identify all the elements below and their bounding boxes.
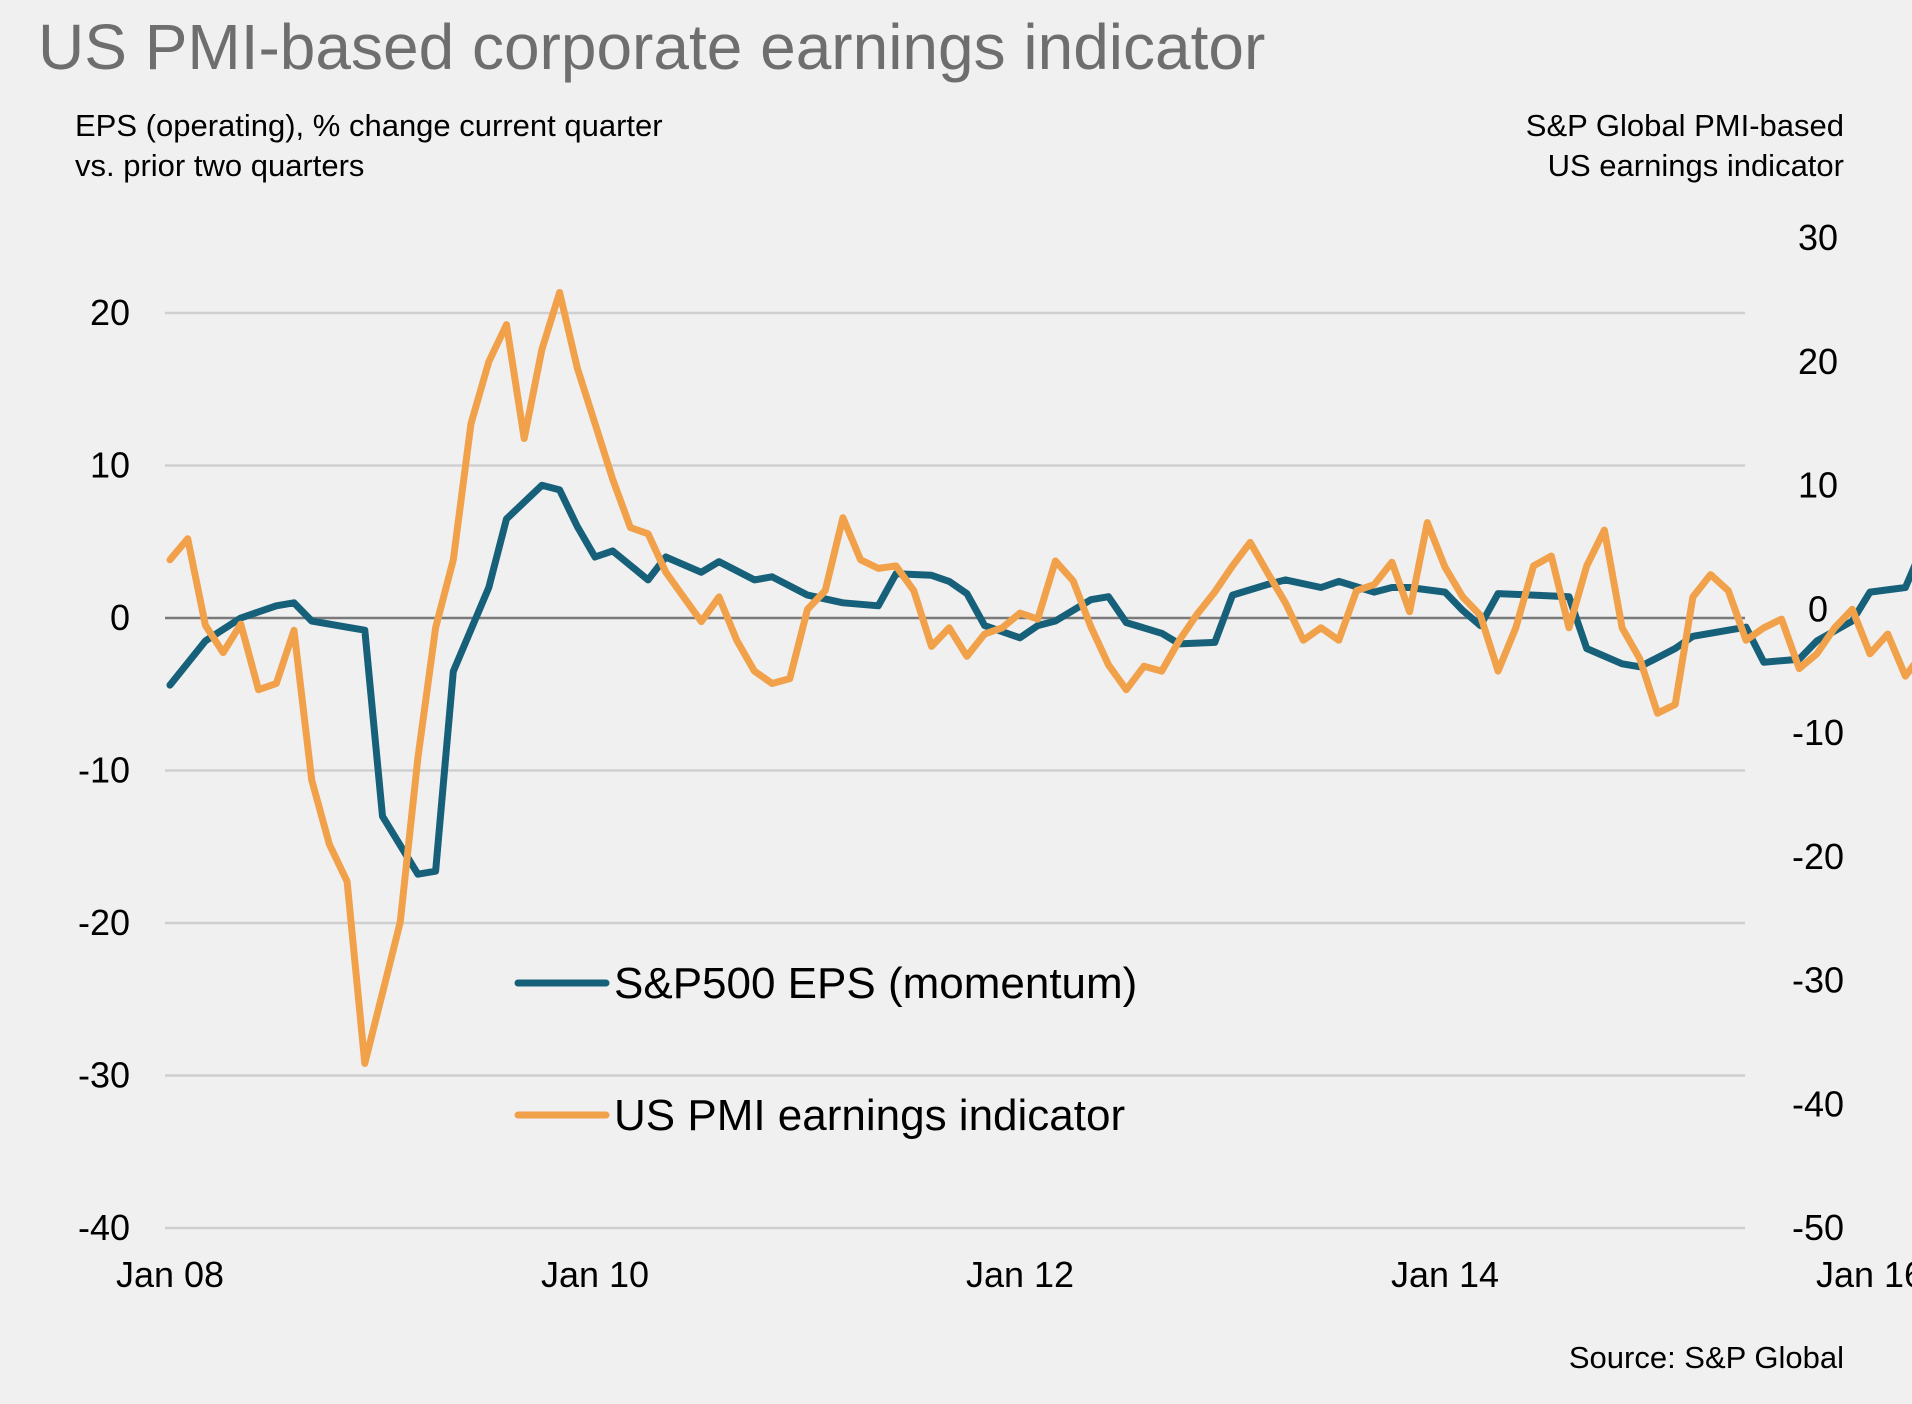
- right-tick-label: -20: [1792, 836, 1844, 877]
- left-tick-label: 0: [110, 597, 130, 638]
- right-tick-label: 0: [1808, 588, 1828, 629]
- right-tick-label: -40: [1792, 1083, 1844, 1124]
- left-tick-label: -30: [78, 1055, 130, 1096]
- right-tick-label: -10: [1792, 712, 1844, 753]
- gridlines: [165, 311, 1745, 1230]
- right-axis-label: S&P Global PMI-based US earnings indicat…: [1244, 106, 1844, 186]
- legend: S&P500 EPS (momentum) US PMI earnings ind…: [514, 959, 1137, 1140]
- x-tick-label: Jan 12: [966, 1254, 1074, 1295]
- left-axis-label-line1: EPS (operating), % change current quarte…: [75, 108, 663, 143]
- left-axis-label-line2: vs. prior two quarters: [75, 148, 365, 183]
- left-tick-label: -10: [78, 750, 130, 791]
- left-tick-label: 20: [90, 292, 130, 333]
- right-axis-ticks: 30 20 10 0 -10 -20 -30 -40 -50: [1792, 217, 1844, 1248]
- right-tick-label: 10: [1798, 465, 1838, 506]
- chart-title: US PMI-based corporate earnings indicato…: [38, 11, 1266, 83]
- left-tick-label: -40: [78, 1207, 130, 1248]
- left-axis-label: EPS (operating), % change current quarte…: [75, 106, 875, 186]
- x-tick-label: Jan 10: [541, 1254, 649, 1295]
- x-tick-label: Jan 14: [1391, 1254, 1499, 1295]
- legend-label: US PMI earnings indicator: [614, 1091, 1125, 1140]
- series-line-us-pmi: [166, 289, 1912, 1067]
- right-tick-label: -30: [1792, 960, 1844, 1001]
- series-lines: [166, 289, 1912, 1067]
- right-axis-label-line2: US earnings indicator: [1547, 148, 1844, 183]
- right-tick-label: 30: [1798, 217, 1838, 258]
- left-tick-label: 10: [90, 445, 130, 486]
- right-tick-label: 20: [1798, 341, 1838, 382]
- right-axis-label-line1: S&P Global PMI-based: [1525, 108, 1844, 143]
- left-axis-ticks: 20 10 0 -10 -20 -30 -40: [78, 292, 130, 1248]
- legend-label: S&P500 EPS (momentum): [614, 959, 1137, 1008]
- x-tick-label: Jan 08: [116, 1254, 224, 1295]
- source-note: Source: S&P Global: [1568, 1340, 1844, 1375]
- right-tick-label: -50: [1792, 1207, 1844, 1248]
- x-tick-label: Jan 16: [1816, 1254, 1912, 1295]
- left-tick-label: -20: [78, 902, 130, 943]
